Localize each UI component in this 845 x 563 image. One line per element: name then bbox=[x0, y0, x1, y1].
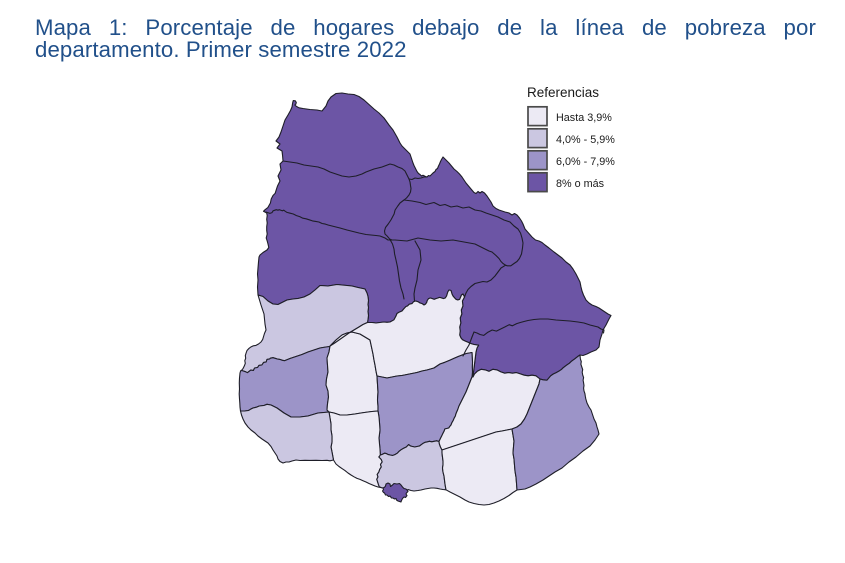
svg-text:Hasta 3,9%: Hasta 3,9% bbox=[556, 112, 612, 124]
svg-text:6,0% - 7,9%: 6,0% - 7,9% bbox=[556, 156, 615, 168]
svg-text:Referencias: Referencias bbox=[527, 85, 599, 100]
svg-text:8% o más: 8% o más bbox=[556, 178, 605, 190]
svg-text:4,0% - 5,9%: 4,0% - 5,9% bbox=[556, 134, 615, 146]
